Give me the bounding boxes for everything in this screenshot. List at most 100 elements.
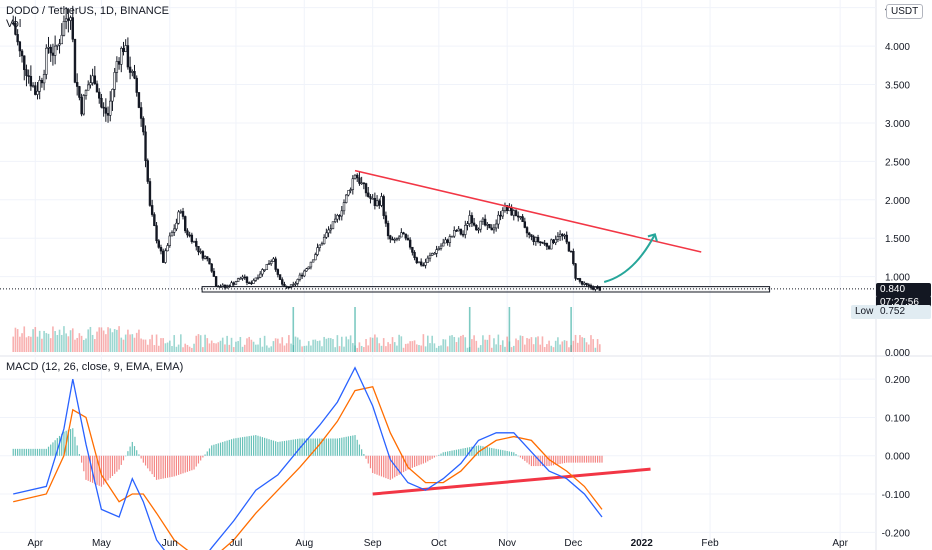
candle-body — [122, 48, 125, 52]
volume-bar — [12, 336, 15, 352]
candle-body — [60, 34, 63, 45]
candle-body — [446, 239, 449, 243]
candle-body — [382, 196, 385, 216]
macd-histogram-bar — [41, 448, 43, 456]
candle-body — [519, 216, 522, 218]
macd-histogram-bar — [305, 438, 308, 456]
projection-arrow — [603, 233, 656, 283]
candle-body — [259, 273, 262, 278]
candle-body — [556, 236, 560, 240]
macd-histogram-bar — [588, 455, 590, 463]
volume-bar — [32, 329, 34, 352]
candle-body — [283, 283, 286, 287]
volume-bar — [314, 339, 317, 352]
candle-body — [106, 113, 110, 116]
x-tick-label: Feb — [701, 538, 719, 549]
candle-body — [47, 46, 50, 49]
macd-histogram-bar — [440, 453, 442, 456]
candle-body — [596, 286, 599, 289]
volume-bar — [135, 332, 138, 352]
macd-histogram-bar — [109, 455, 111, 479]
candle-body — [435, 249, 438, 254]
candle-body — [62, 21, 66, 36]
volume-bar — [303, 345, 306, 352]
macd-histogram-bar — [471, 446, 473, 456]
macd-histogram-bar — [142, 455, 144, 463]
macd-histogram-bar — [321, 438, 323, 456]
volume-bar — [409, 341, 411, 352]
candle-body — [87, 84, 90, 91]
candle-body — [109, 100, 112, 116]
candle-body — [492, 227, 496, 231]
macd-y-tick-label: 0.100 — [885, 413, 910, 424]
candle-body — [331, 221, 335, 230]
volume-bar — [338, 346, 341, 352]
candle-body — [80, 97, 83, 115]
macd-pane — [12, 366, 603, 550]
macd-histogram-bar — [504, 450, 506, 456]
volume-bar — [204, 334, 206, 352]
volume-bar — [444, 339, 447, 352]
volume-bar — [398, 334, 400, 352]
candle-body — [417, 261, 421, 264]
macd-histogram-bar — [94, 455, 96, 484]
volume-bar — [288, 335, 290, 352]
candle-body — [347, 190, 350, 196]
macd-histogram-bar — [250, 435, 252, 456]
macd-histogram-bar — [327, 438, 330, 456]
volume-bar — [120, 337, 123, 352]
candle-body — [245, 276, 249, 283]
volume-bar — [252, 341, 255, 352]
volume-bar — [312, 339, 314, 352]
candle-body — [89, 82, 92, 86]
projection-arrowhead — [647, 233, 658, 242]
y-tick-label: 3.000 — [885, 119, 910, 130]
volume-bar — [473, 335, 475, 352]
macd-histogram-bar — [579, 455, 581, 463]
macd-histogram-bar — [294, 439, 297, 456]
volume-bar — [433, 343, 436, 352]
price-axis[interactable]: 0.000 1.000 1.500 2.000 2.500 3.000 3.500 4.000… — [882, 4, 911, 540]
macd-histogram-bar — [338, 438, 341, 456]
macd-histogram-bar — [211, 445, 213, 456]
volume-bar — [177, 344, 180, 352]
y-tick-label: 4.000 — [885, 42, 910, 53]
candle-body — [325, 232, 328, 238]
macd-histogram-bar — [303, 438, 305, 456]
volume-bar — [435, 347, 438, 352]
volume-bar — [281, 337, 284, 352]
volume-bar — [274, 338, 277, 352]
macd-histogram-bar — [585, 455, 588, 463]
volume-spike-bar — [354, 307, 356, 352]
volume-bar — [78, 333, 81, 352]
macd-histogram-bar — [105, 455, 107, 483]
volume-bar — [94, 339, 96, 352]
volume-bar — [45, 333, 48, 352]
volume-bar — [371, 337, 374, 352]
x-tick-label: Apr — [28, 538, 44, 549]
time-axis[interactable]: Apr May Jun Jul Aug Sep Oct Nov Dec 2022 Feb Apr — [28, 538, 849, 549]
candle-body — [470, 215, 474, 224]
candle-body — [534, 237, 538, 242]
volume-bar — [146, 344, 149, 352]
candle-body — [203, 256, 207, 259]
candle-body — [16, 34, 19, 43]
candle-body — [422, 264, 425, 267]
drawings[interactable] — [201, 169, 771, 496]
volume-bar — [415, 344, 418, 352]
macd-histogram-bar — [453, 450, 455, 456]
volume-bar — [283, 345, 286, 352]
candle-body — [20, 50, 24, 57]
volume-bar — [517, 340, 520, 352]
macd-histogram-bar — [561, 455, 563, 464]
candle-body — [309, 261, 313, 268]
volume-bar — [277, 338, 279, 352]
macd-histogram-bar — [189, 455, 191, 472]
volume-bar — [574, 334, 577, 352]
macd-histogram-bar — [151, 455, 153, 475]
currency-button[interactable]: USDT — [886, 4, 924, 19]
volume-bar — [334, 347, 336, 352]
candle-body — [117, 61, 121, 65]
candle-body — [210, 263, 213, 272]
